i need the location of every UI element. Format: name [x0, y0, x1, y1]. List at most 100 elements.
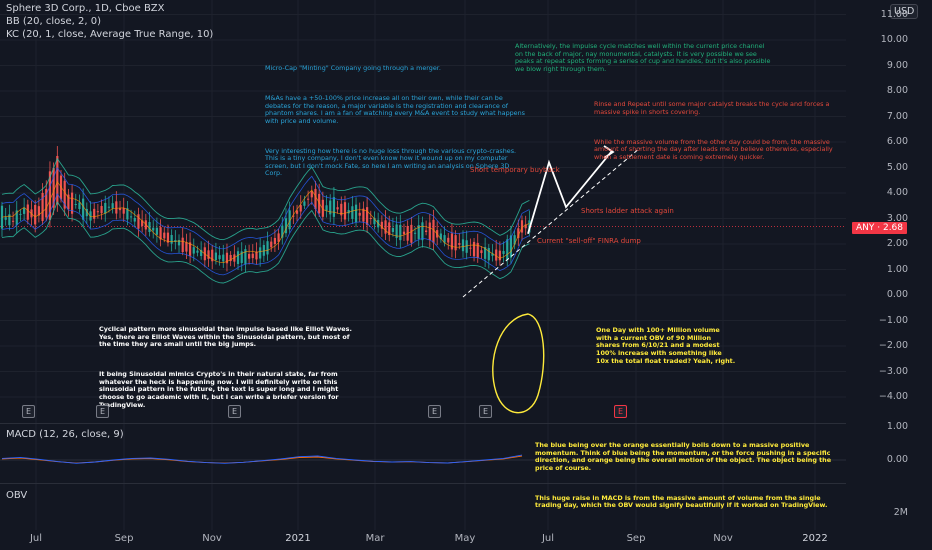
candle-body — [506, 239, 509, 260]
price-axis-tick: 9.00 — [886, 59, 908, 71]
candle-body — [251, 253, 254, 259]
price-axis-tick: 4.00 — [886, 187, 908, 198]
bb-legend[interactable]: BB (20, close, 2, 0) — [6, 16, 101, 27]
kc-upper-band — [1, 167, 530, 250]
candle-body — [192, 247, 195, 254]
price-axis-tick: 1.00 — [886, 263, 908, 275]
candle-body — [82, 198, 85, 220]
candle-body — [284, 218, 288, 234]
note-merger-p2: M&As have a +50-100% price increase all … — [265, 93, 528, 125]
pane-divider[interactable] — [0, 483, 846, 484]
candle-body — [19, 213, 22, 215]
candle-body — [413, 232, 417, 234]
candle-body — [67, 194, 70, 210]
candle-body — [8, 214, 11, 226]
candle-body — [133, 217, 136, 222]
earnings-badge[interactable]: E — [228, 405, 241, 418]
earnings-badge[interactable]: E — [428, 405, 441, 418]
symbol-title: Sphere 3D Corp., 1D, Cboe BZX — [6, 3, 165, 14]
obv-legend[interactable]: OBV — [6, 490, 28, 501]
candle-body — [126, 208, 129, 220]
time-axis-tick: Nov — [202, 533, 222, 544]
candle-body — [332, 197, 336, 217]
candle-body — [388, 222, 391, 236]
price-axis-tick: −4.00 — [878, 391, 908, 402]
pane-divider[interactable] — [0, 423, 846, 424]
candle-body — [428, 222, 431, 240]
candle-body — [354, 204, 358, 223]
kc-legend[interactable]: KC (20, 1, close, Average True Range, 10… — [6, 29, 214, 40]
candle-body — [362, 208, 365, 222]
candle-body — [74, 203, 77, 205]
macd-axis-tick: 0.00 — [886, 454, 908, 465]
candle-body — [240, 251, 243, 263]
earnings-badge[interactable]: E — [96, 405, 109, 418]
note-rinse-p2: While the massive volume from the other … — [594, 137, 835, 161]
candle-body — [484, 246, 487, 259]
candle-body — [141, 220, 144, 226]
candle-body — [70, 192, 74, 214]
price-axis-tick: 6.00 — [886, 136, 908, 147]
currency-button[interactable]: USD — [890, 4, 919, 19]
earnings-badge[interactable]: E — [479, 405, 492, 418]
macd-axis-tick: 1.00 — [886, 421, 908, 432]
candle-body — [45, 188, 48, 218]
macd-legend[interactable]: MACD (12, 26, close, 9) — [6, 429, 124, 440]
note-macd-p1: The blue being over the orange essential… — [535, 441, 834, 472]
note-merger-p1: Micro-Cap "Minting" Company going throug… — [265, 64, 441, 73]
candle-body — [391, 228, 395, 232]
candle-body — [295, 210, 299, 214]
price-axis-tick: 2.00 — [886, 238, 908, 249]
candle-body — [207, 250, 210, 259]
candle-body — [373, 217, 376, 225]
candle-body — [270, 241, 273, 248]
candle-body — [524, 224, 527, 229]
candle-body — [225, 252, 229, 264]
price-axis-tick: 3.00 — [886, 212, 908, 224]
bb-upper-band — [1, 157, 530, 241]
candle-body — [380, 221, 383, 229]
candle-body — [211, 249, 214, 262]
candle-body — [196, 250, 199, 253]
candle-body — [310, 191, 313, 198]
note-rinse: Rinse and Repeat until some major cataly… — [594, 86, 842, 169]
candle-body — [472, 241, 476, 257]
candle-body — [148, 222, 151, 232]
candle-body — [520, 220, 524, 233]
candle-body — [417, 225, 420, 240]
projection-path — [527, 150, 613, 235]
earnings-badge[interactable]: E — [614, 405, 627, 418]
candle-body — [52, 168, 55, 208]
candle-body — [517, 228, 520, 238]
candle-body — [281, 225, 284, 238]
candle-body — [384, 220, 387, 234]
candle-body — [425, 230, 428, 233]
bb-lower-band — [1, 201, 530, 284]
candle-body — [118, 208, 122, 211]
candle-body — [306, 198, 310, 200]
candle-body — [163, 232, 166, 239]
candle-body — [63, 180, 66, 209]
time-axis-tick: Nov — [713, 533, 733, 544]
candle-body — [26, 204, 29, 220]
candle-body — [78, 202, 81, 210]
candle-body — [185, 242, 188, 252]
candle-body — [262, 245, 265, 256]
earnings-badge[interactable]: E — [22, 405, 35, 418]
candle-body — [4, 217, 7, 220]
note-macd-p2: This huge raise in MACD is from the mass… — [535, 493, 828, 510]
annotation-selloff: Current "sell-off" FINRA dump — [537, 237, 641, 245]
note-cyclical-p2: It being Sinusoidal mimics Crypto's in t… — [99, 370, 341, 409]
time-axis-tick: Sep — [626, 533, 646, 544]
candle-body — [266, 241, 269, 255]
candle-body — [111, 203, 114, 209]
candle-body — [247, 253, 251, 259]
candle-body — [93, 208, 96, 219]
candle-body — [15, 210, 18, 225]
candle-body — [410, 224, 413, 243]
projection-arrowhead — [603, 145, 615, 159]
last-price-tag: ANY · 2.68 — [852, 222, 908, 234]
candle-body — [465, 240, 468, 253]
